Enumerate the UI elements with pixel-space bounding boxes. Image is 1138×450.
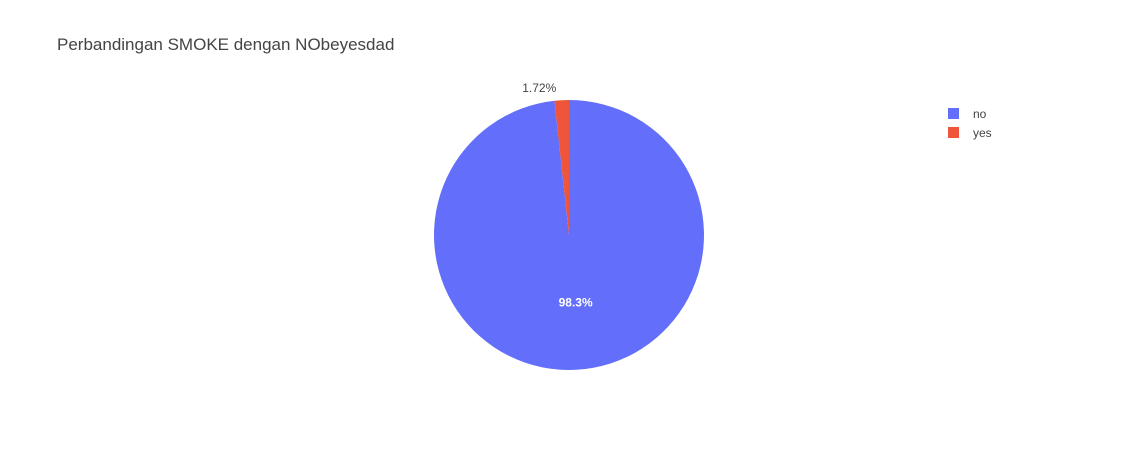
slice-label-no: 98.3% [559, 295, 593, 309]
chart-title: Perbandingan SMOKE dengan NObeyesdad [57, 35, 394, 54]
pie-slices [433, 100, 704, 371]
legend-label-yes: yes [973, 126, 992, 140]
pie-slice-yes[interactable] [554, 100, 569, 235]
legend-item-yes[interactable]: yes [948, 126, 992, 140]
pie-slice-labels: 98.3% 1.72% [522, 81, 593, 309]
legend-label-no: no [973, 107, 987, 121]
slice-label-yes: 1.72% [522, 81, 556, 95]
legend-item-no[interactable]: no [948, 107, 987, 121]
pie-slice-no[interactable] [433, 100, 704, 371]
legend-swatch-no [948, 108, 959, 119]
legend-swatch-yes [948, 127, 959, 138]
legend[interactable]: no yes [948, 107, 992, 140]
